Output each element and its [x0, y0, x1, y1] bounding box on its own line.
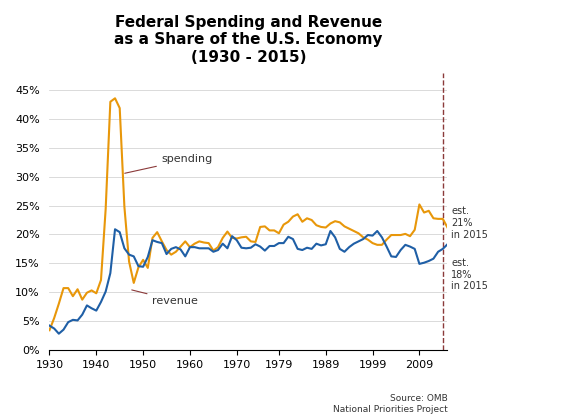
- Text: revenue: revenue: [132, 290, 199, 306]
- Title: Federal Spending and Revenue
as a Share of the U.S. Economy
(1930 - 2015): Federal Spending and Revenue as a Share …: [114, 15, 383, 65]
- Text: spending: spending: [125, 154, 213, 173]
- Text: est.
18%
in 2015: est. 18% in 2015: [451, 258, 488, 291]
- Text: Ⓒ BY-NC: Ⓒ BY-NC: [400, 406, 433, 415]
- Text: est.
21%
in 2015: est. 21% in 2015: [451, 206, 488, 240]
- Text: Source: OMB
National Priorities Project: Source: OMB National Priorities Project: [333, 395, 447, 414]
